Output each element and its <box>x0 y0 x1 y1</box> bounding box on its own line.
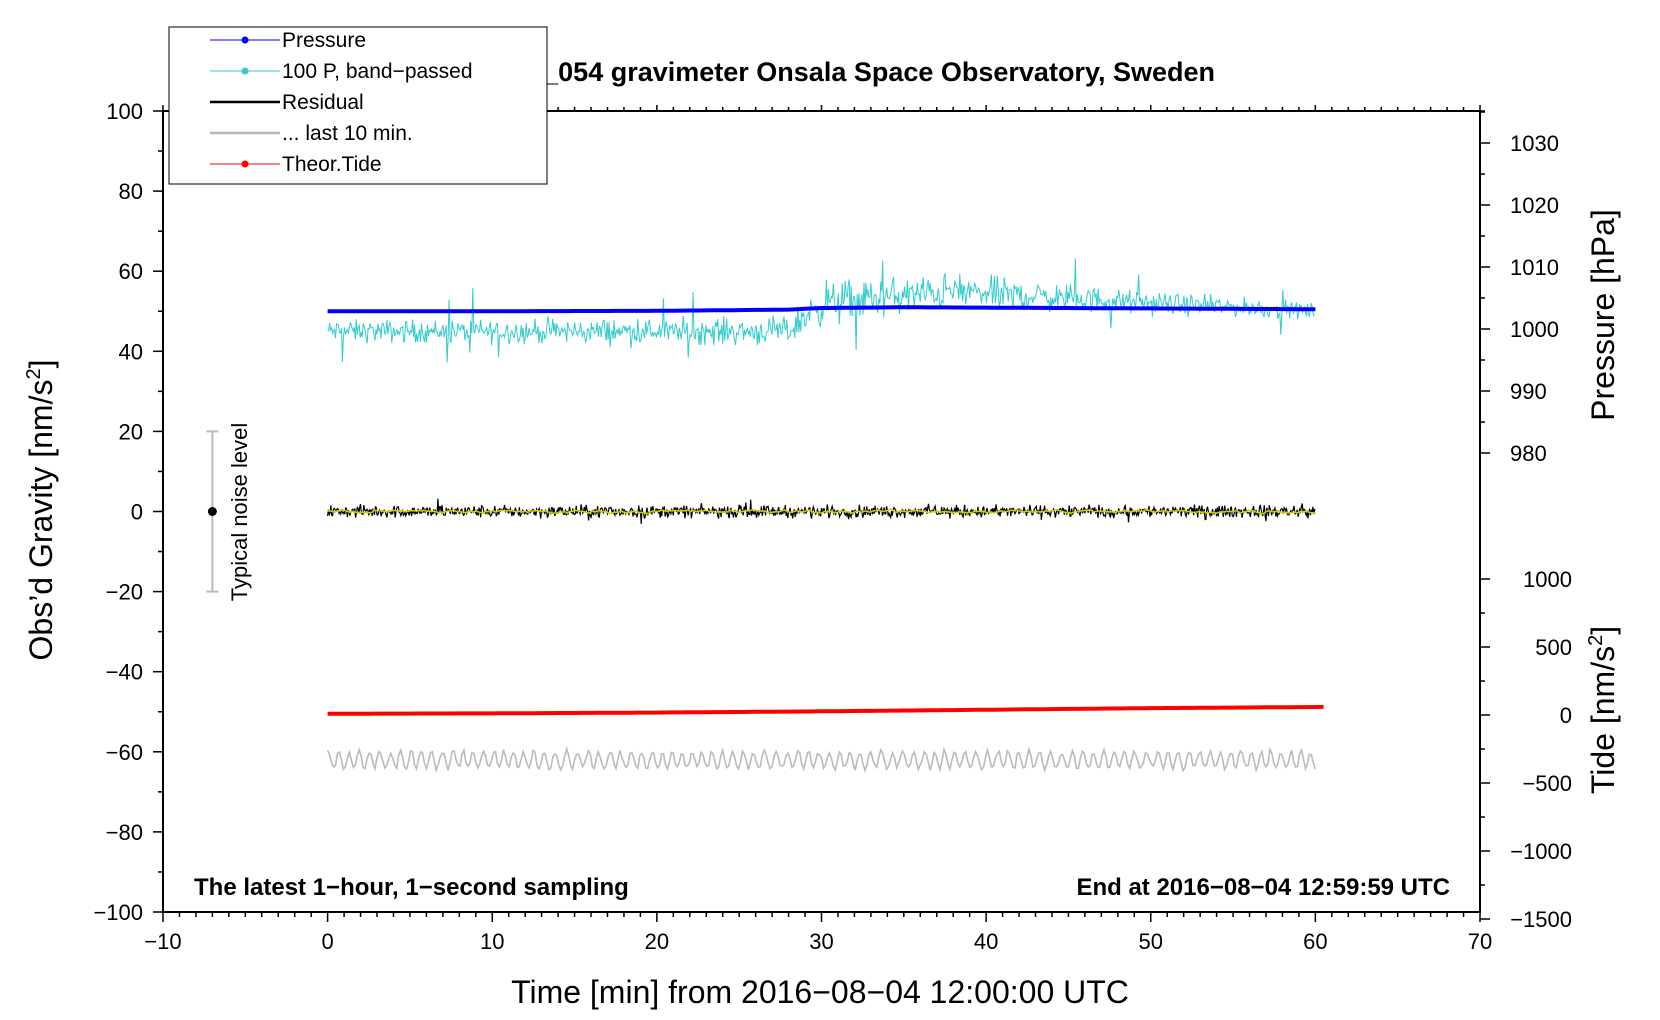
series-residual-line <box>327 498 1316 524</box>
x-tick-label: 0 <box>322 929 334 954</box>
noise-label: Typical noise level <box>227 423 252 602</box>
y-tick-label: 0 <box>131 500 143 525</box>
legend: Pressure 100 P, band−passed Residual ... la… <box>168 26 548 185</box>
x-tick-label: 30 <box>809 929 833 954</box>
pressure-tick-label: 1000 <box>1510 317 1559 342</box>
pressure-tick-label: 1010 <box>1510 255 1559 280</box>
y-axis-title-tide: Tide [nm/s2] <box>1585 626 1621 794</box>
x-tick-label: 20 <box>645 929 669 954</box>
note-left: The latest 1−hour, 1−second sampling <box>194 874 629 901</box>
y-tick-label: −40 <box>106 660 143 685</box>
legend-label: Residual <box>282 91 364 114</box>
series-group <box>326 258 1324 774</box>
y-tick-label: 100 <box>106 99 143 124</box>
tide-tick-label: −500 <box>1522 771 1572 796</box>
series-last10-line <box>326 745 1317 774</box>
y-tick-label: −20 <box>106 580 143 605</box>
tick-labels-group: −10 0 10 20 30 40 50 60 70100806040200−20−40−60−… <box>93 99 1572 954</box>
y-tick-label: 20 <box>119 419 143 444</box>
ticks-group <box>153 105 1490 922</box>
y-tick-label: −80 <box>106 820 143 845</box>
legend-label: ... last 10 min. <box>282 122 413 145</box>
tide-tick-label: −1000 <box>1510 839 1572 864</box>
legend-marker <box>241 67 249 75</box>
legend-label: Theor.Tide <box>282 153 382 176</box>
legend-label: 100 P, band−passed <box>282 60 473 83</box>
y-axis-title-left: Obs’d Gravity [nm/s2] <box>23 360 59 661</box>
pressure-tick-label: 1030 <box>1510 131 1559 156</box>
series-bandpassed-line <box>327 258 1315 363</box>
x-tick-label: −10 <box>144 929 181 954</box>
y-tick-label: −100 <box>93 900 143 925</box>
series-pressure-line <box>327 305 1316 314</box>
series-tide-line <box>327 704 1324 716</box>
y-tick-label: 40 <box>119 339 143 364</box>
y-tick-label: 60 <box>119 259 143 284</box>
x-tick-label: 50 <box>1139 929 1163 954</box>
x-tick-label: 40 <box>974 929 998 954</box>
pressure-tick-label: 980 <box>1510 441 1547 466</box>
note-right: End at 2016−08−04 12:59:59 UTC <box>1076 874 1450 901</box>
pressure-tick-label: 990 <box>1510 379 1547 404</box>
x-axis-title: Time [min] from 2016−08−04 12:00:00 UTC <box>511 974 1129 1010</box>
legend-marker <box>241 160 249 168</box>
legend-box <box>168 26 548 185</box>
legend-marker <box>241 36 249 44</box>
tide-tick-label: 500 <box>1535 635 1572 660</box>
noise-bar-center-dot <box>207 507 217 516</box>
y-tick-label: −60 <box>106 740 143 765</box>
noise-indicator: Typical noise level <box>206 423 252 602</box>
y-axis-title-pressure: Pressure [hPa] <box>1585 209 1621 421</box>
x-tick-label: 10 <box>480 929 504 954</box>
pressure-tick-label: 1020 <box>1510 193 1559 218</box>
y-tick-label: 80 <box>119 179 143 204</box>
tide-tick-label: 1000 <box>1523 567 1572 592</box>
series-residual-smoothed-line <box>327 508 1316 515</box>
x-tick-label: 70 <box>1468 929 1492 954</box>
x-tick-label: 60 <box>1303 929 1327 954</box>
tide-tick-label: −1500 <box>1510 907 1572 932</box>
legend-label: Pressure <box>282 29 366 52</box>
chart-title: SCG_054 gravimeter Onsala Space Observat… <box>485 57 1215 87</box>
tide-tick-label: 0 <box>1560 703 1572 728</box>
